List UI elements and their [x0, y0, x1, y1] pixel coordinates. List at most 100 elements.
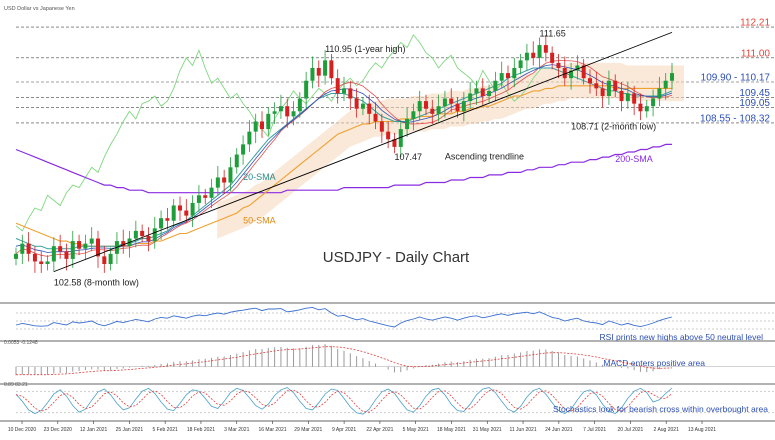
candle-body	[209, 187, 214, 198]
candle-body	[196, 195, 201, 203]
candle-body	[537, 45, 542, 58]
candle-body	[247, 131, 252, 145]
date-tick-label: 2 Aug 2021	[654, 427, 680, 433]
candle-body	[70, 241, 75, 259]
candle-body	[619, 90, 624, 102]
ichimoku-cloud	[217, 62, 684, 239]
candle-body	[285, 106, 290, 117]
date-tick-label: 23 Dec 2020	[44, 427, 73, 433]
macd-panel	[0, 340, 775, 376]
candle-body	[297, 98, 302, 112]
macd-note: MACD enters positive area	[603, 358, 705, 368]
date-tick-label: 9 Apr 2021	[332, 427, 356, 433]
stochastics-d-line	[15, 389, 673, 413]
stochastics-panel	[0, 383, 775, 415]
candle-body	[184, 210, 189, 216]
candle-body	[222, 177, 227, 183]
candle-body	[468, 93, 473, 102]
rsi-panel	[0, 302, 775, 330]
candle-body	[651, 98, 656, 107]
date-axis: 10 Dec 2020 23 Dec 2020 12 Jan 2021 25 Jan …	[0, 420, 775, 433]
date-tick-label: 22 Apr 2021	[366, 427, 393, 433]
candle-body	[461, 101, 466, 112]
candle-body	[600, 88, 605, 96]
date-tick-label: 20 Jul 2021	[617, 427, 643, 433]
candle-body	[531, 52, 536, 58]
level-label: 109.05	[739, 98, 770, 109]
candle-body	[594, 83, 599, 89]
candle-body	[575, 65, 580, 71]
candle-body	[430, 108, 435, 114]
candle-body	[178, 205, 182, 211]
price-annotation: 110.95 (1-year high)	[325, 44, 405, 54]
candle-body	[367, 103, 372, 114]
candle-body	[83, 243, 88, 249]
date-tick-label: 24 Jun 2021	[545, 427, 573, 433]
candle-body	[480, 88, 485, 96]
candle-body	[335, 78, 340, 94]
candle-body	[159, 218, 164, 229]
candle-body	[499, 73, 504, 81]
candle-body	[310, 68, 315, 81]
level-label: 109.90 - 110.17	[701, 73, 771, 84]
price-annotation: 107.47	[394, 152, 422, 162]
date-tick-label: 5 May 2021	[403, 427, 429, 433]
candle-body	[291, 111, 296, 117]
candle-body	[569, 70, 574, 79]
date-tick-label: 25 Jan 2021	[116, 427, 144, 433]
instrument-header: USD Dollar vs Japanese Yen	[4, 6, 75, 12]
candle-body	[228, 167, 233, 183]
candle-body	[613, 80, 618, 91]
candle-body	[102, 256, 107, 264]
candle-body	[455, 103, 460, 112]
candle-body	[581, 65, 586, 79]
price-annotation: Ascending trendline	[445, 152, 524, 162]
candle-body	[657, 88, 662, 99]
candle-body	[487, 90, 492, 96]
candle-body	[171, 205, 176, 221]
candle-body	[323, 60, 328, 76]
date-tick-label: 18 May 2021	[437, 427, 466, 433]
price-annotation: 102.58 (8-month low)	[54, 278, 139, 288]
candle-body	[379, 121, 384, 132]
candle-body	[342, 88, 346, 94]
macd-header: 0.0053 -0.1248	[4, 340, 38, 346]
candle-body	[556, 62, 561, 68]
rsi-line	[15, 306, 673, 328]
candle-body	[670, 73, 674, 81]
candle-body	[260, 121, 264, 130]
date-tick-label: 5 Feb 2021	[153, 427, 179, 433]
stochastics-note: Stochastics look for bearish cross withi…	[553, 404, 768, 414]
candle-body	[58, 246, 63, 252]
date-tick-label: 16 Mar 2021	[258, 427, 286, 433]
candle-body	[386, 131, 391, 140]
candle-body	[133, 230, 138, 239]
candle-body	[606, 80, 611, 96]
candle-body	[329, 60, 334, 79]
candle-body	[241, 144, 246, 155]
candle-body	[348, 88, 353, 99]
candle-body	[354, 98, 359, 109]
price-annotation: 111.65	[540, 29, 566, 39]
candle-body	[51, 246, 56, 262]
candle-body	[550, 52, 555, 63]
date-tick-label: 10 Dec 2020	[8, 427, 37, 433]
macd-signal-line	[16, 346, 673, 376]
candle-body	[638, 103, 643, 112]
level-label: 111.00	[741, 48, 771, 59]
candle-body	[588, 78, 592, 84]
candle-body	[449, 98, 454, 104]
candle-body	[32, 253, 37, 262]
candle-body	[203, 195, 208, 198]
candle-body	[424, 101, 428, 109]
candle-body	[304, 80, 309, 99]
candle-body	[140, 230, 145, 236]
candle-body	[272, 111, 277, 114]
candle-body	[89, 238, 94, 244]
date-tick-label: 12 Jan 2021	[80, 427, 108, 433]
ascending-trendline	[53, 31, 673, 273]
candle-body	[215, 177, 220, 188]
date-tick-label: 29 Mar 2021	[294, 427, 322, 433]
candle-body	[39, 261, 44, 264]
